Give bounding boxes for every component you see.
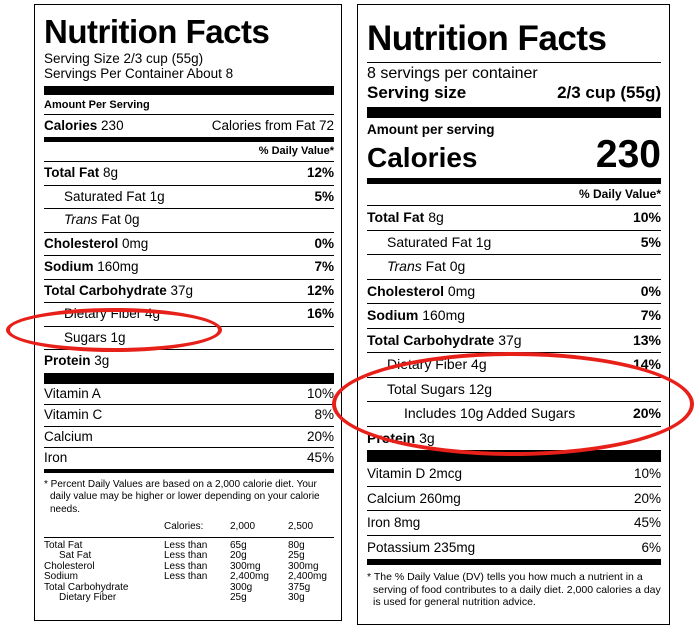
new-serving-size-value: 2/3 cup (55g)	[557, 83, 661, 102]
new-nutrient-total-carbohydrate: Total Carbohydrate 37g 13%	[367, 327, 661, 353]
added-sugars-highlight-ellipse	[332, 352, 694, 456]
new-serving-size-row: Serving size 2/3 cup (55g)	[367, 83, 661, 103]
old-daily-values-table: Calories: 2,000 2,500 Total Fat Less tha…	[44, 521, 334, 604]
old-serving-size: Serving Size 2/3 cup (55g)	[44, 51, 204, 66]
thick-divider	[367, 107, 661, 118]
old-nutrient-protein: Protein 3g	[44, 349, 334, 373]
new-calories-value: 230	[595, 133, 661, 176]
new-footnote: * The % Daily Value (DV) tells you how m…	[367, 571, 661, 608]
old-daily-value-header: % Daily Value*	[258, 145, 334, 157]
old-calories-row: Calories 230 Calories from Fat 72	[44, 114, 334, 137]
new-serving-size-label: Serving size	[367, 83, 467, 102]
thick-divider	[367, 450, 661, 462]
new-nutrient-total-fat: Total Fat 8g 10%	[367, 205, 661, 230]
old-servings-per-container: Servings Per Container About 8	[44, 66, 234, 81]
sugars-highlight-ellipse	[6, 308, 222, 352]
old-nutrient-cholesterol: Cholesterol 0mg 0%	[44, 231, 334, 256]
medium-divider	[44, 137, 334, 142]
new-potassium: Potassium 235mg 6%	[367, 534, 661, 560]
table-row: Calories: 2,000 2,500	[164, 521, 314, 532]
old-vitamin-a: Vitamin A 10%	[44, 385, 334, 401]
thick-divider	[44, 86, 334, 95]
table-row: Cholesterol Less than 300mg 300mg	[44, 560, 319, 572]
new-nutrient-cholesterol: Cholesterol 0mg 0%	[367, 278, 661, 304]
medium-divider	[44, 468, 334, 473]
old-vitamin-c: Vitamin C 8%	[44, 404, 334, 426]
old-iron: Iron 45%	[44, 447, 334, 469]
table-row: Sat Fat Less than 20g 25g	[59, 550, 305, 561]
old-calories-label: Calories	[44, 118, 98, 133]
new-iron: Iron 8mg 45%	[367, 510, 661, 535]
old-nutrient-saturated-fat: Saturated Fat 1g 5%	[44, 184, 334, 209]
new-label-title: Nutrition Facts	[367, 19, 607, 58]
old-nutrient-sodium: Sodium 160mg 7%	[44, 255, 334, 279]
old-calories-value: 230	[101, 118, 124, 133]
thick-divider	[44, 372, 334, 384]
table-row: Sodium Less than 2,400mg 2,400mg	[44, 571, 327, 582]
new-nutrient-sodium: Sodium 160mg 7%	[367, 303, 661, 328]
medium-divider	[367, 178, 661, 184]
table-row: Total Fat Less than 65g 80g	[44, 537, 334, 551]
old-footnote: * Percent Daily Values are based on a 2,…	[44, 478, 320, 515]
new-servings-per-container: 8 servings per container	[367, 65, 538, 82]
table-row: Dietary Fiber 25g 30g	[59, 592, 305, 603]
old-amount-per-serving: Amount Per Serving	[44, 99, 150, 111]
old-nutrient-total-fat: Total Fat 8g 12%	[44, 161, 334, 185]
old-nutrient-total-carbohydrate: Total Carbohydrate 37g 12%	[44, 278, 334, 303]
old-calcium: Calcium 20%	[44, 425, 334, 448]
old-calories-from-fat: Calories from Fat 72	[211, 118, 334, 133]
divider	[367, 62, 661, 63]
table-row: Total Carbohydrate 300g 375g	[44, 581, 311, 593]
new-daily-value-header: % Daily Value*	[578, 187, 661, 201]
new-nutrition-label: Nutrition Facts 8 servings per container…	[357, 4, 670, 625]
new-vitamin-d: Vitamin D 2mcg 10%	[367, 466, 661, 481]
new-amount-per-serving: Amount per serving	[367, 122, 495, 137]
old-nutrient-trans-fat: Trans Fat 0g	[44, 208, 334, 232]
medium-divider	[367, 559, 661, 565]
old-label-title: Nutrition Facts	[44, 13, 270, 50]
new-calcium: Calcium 260mg 20%	[367, 485, 661, 511]
new-calories-row: Calories 230	[367, 133, 661, 176]
new-nutrient-saturated-fat: Saturated Fat 1g 5%	[367, 229, 661, 255]
new-calories-label: Calories	[367, 142, 478, 173]
new-nutrient-trans-fat: Trans Fat 0g	[367, 254, 661, 279]
